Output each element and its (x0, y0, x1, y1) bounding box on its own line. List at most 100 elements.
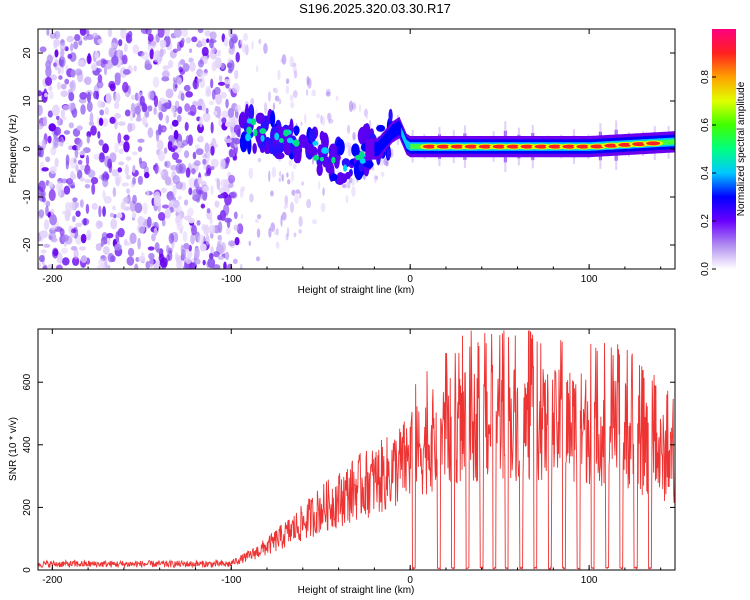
noise-blob (38, 209, 45, 218)
noise-blob (114, 72, 121, 82)
noise-blob (322, 187, 325, 196)
noise-blob (83, 217, 87, 226)
noise-blob (232, 155, 238, 161)
noise-blob (76, 169, 83, 180)
noise-blob (235, 51, 240, 63)
noise-blob (73, 41, 79, 50)
noise-blob (346, 181, 351, 189)
noise-blob (125, 156, 132, 161)
noise-blob (181, 29, 189, 38)
noise-blob (279, 170, 282, 177)
noise-blob (187, 207, 194, 217)
signal-blob (316, 163, 323, 177)
noise-blob (168, 196, 177, 202)
noise-blob (103, 195, 112, 204)
noise-blob (287, 179, 291, 185)
noise-blob (281, 54, 287, 65)
noise-blob (328, 112, 331, 125)
noise-blob (75, 210, 81, 217)
noise-blob (78, 246, 87, 251)
signal-blob (364, 160, 374, 169)
noise-blob (147, 90, 155, 101)
noise-blob (84, 178, 91, 184)
noise-blob (161, 70, 170, 79)
colorbar-tick-label: 0.2 (700, 214, 711, 228)
colorbar-tick-label: 0.6 (700, 118, 711, 132)
noise-blob (153, 194, 161, 207)
noise-blob (185, 167, 191, 178)
noise-blob (156, 248, 164, 254)
noise-blob (48, 235, 53, 240)
noise-blob (190, 233, 195, 245)
signal-blob (311, 146, 318, 158)
noise-blob (316, 113, 321, 119)
noise-blob (91, 183, 96, 195)
noise-blob (142, 103, 148, 112)
noise-blob (47, 135, 52, 144)
noise-blob (250, 97, 255, 105)
noise-blob (187, 111, 196, 116)
y-tick-label: 400 (22, 436, 33, 453)
signal-blob (283, 143, 291, 153)
noise-blob (102, 190, 106, 200)
noise-blob (123, 134, 130, 141)
noise-blob (45, 205, 49, 217)
noise-blob (194, 247, 201, 259)
noise-blob (50, 208, 55, 215)
noise-blob (79, 29, 87, 36)
noise-blob (272, 102, 276, 111)
noise-blob (75, 201, 79, 208)
noise-blob (75, 222, 83, 228)
y-tick-label: 0 (22, 146, 33, 152)
noise-blob (51, 104, 60, 116)
spectrogram-y-label: Frequency (Hz) (8, 115, 19, 184)
y-tick-label: -10 (22, 189, 33, 204)
noise-blob (124, 164, 129, 176)
noise-blob (60, 48, 65, 57)
noise-blob (40, 230, 48, 239)
carrier-pulse (604, 143, 619, 148)
signal-blob (308, 128, 316, 143)
noise-blob (134, 202, 143, 214)
noise-blob (75, 164, 79, 172)
noise-blob (306, 75, 310, 86)
y-tick-label: 10 (22, 95, 33, 107)
noise-blob (63, 185, 71, 195)
signal-peak (250, 118, 257, 126)
noise-blob (271, 166, 277, 178)
noise-blob (162, 65, 170, 71)
noise-blob (185, 135, 191, 144)
signal-peak (359, 150, 365, 159)
noise-blob (206, 38, 210, 43)
noise-blob (312, 219, 318, 225)
noise-blob (134, 263, 139, 269)
noise-blob (121, 182, 130, 187)
noise-blob (141, 51, 150, 60)
noise-blob (70, 69, 76, 78)
signal-blob (386, 148, 392, 159)
colorbar-ticks: 0.0 0.2 0.4 0.6 0.8 (700, 70, 716, 276)
noise-blob (57, 252, 63, 264)
noise-blob (48, 85, 53, 91)
noise-blob (347, 142, 352, 150)
noise-blob (172, 80, 178, 92)
noise-blob (183, 242, 190, 250)
noise-blob (203, 224, 210, 236)
noise-blob (201, 102, 206, 112)
noise-blob (168, 135, 175, 142)
noise-blob (109, 212, 115, 218)
noise-blob (137, 146, 143, 152)
x-tick-label: 0 (407, 274, 413, 285)
noise-blob (41, 139, 47, 150)
noise-blob (170, 104, 176, 114)
noise-blob (346, 124, 351, 134)
noise-blob (130, 94, 136, 101)
noise-blob (286, 227, 290, 238)
noise-blob (289, 56, 294, 68)
noise-blob (61, 257, 70, 266)
noise-blob (92, 32, 99, 38)
noise-blob (131, 151, 138, 156)
noise-blob (274, 95, 280, 102)
noise-blob (167, 140, 173, 151)
